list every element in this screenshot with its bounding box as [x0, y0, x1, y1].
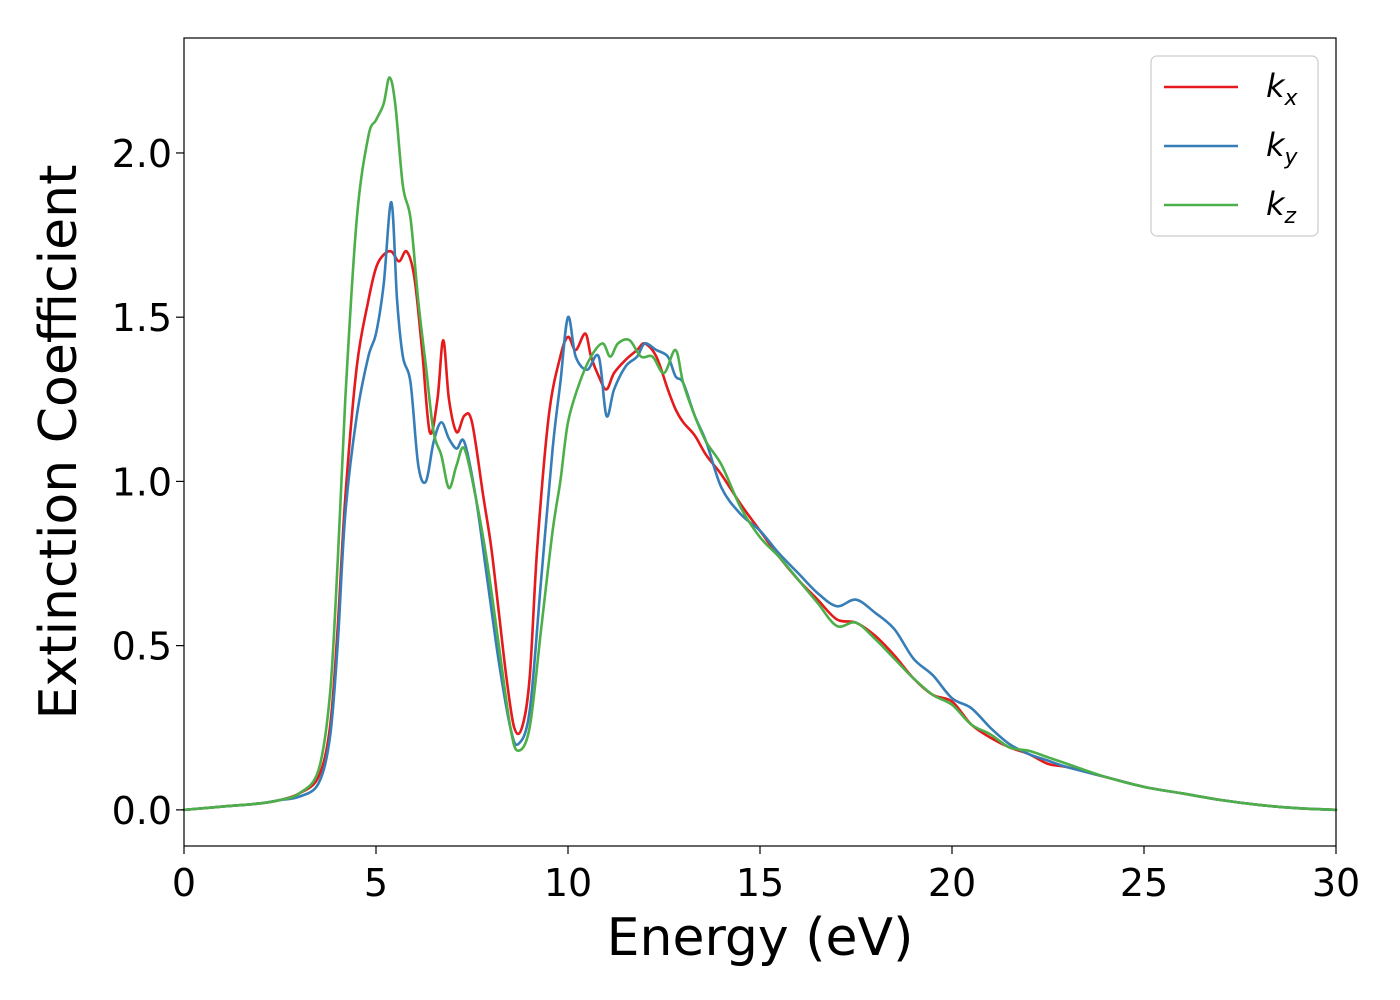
x-tick-label: 5 [364, 861, 388, 905]
legend-label-kz: kz [1266, 185, 1297, 229]
series-line-ky [182, 200, 1338, 812]
y-tick-label: 0.0 [112, 789, 172, 833]
series-line-kx [182, 249, 1338, 812]
x-tick-label: 15 [736, 861, 784, 905]
legend: kx ky kz [1150, 55, 1319, 237]
y-tick-label: 0.5 [112, 625, 172, 669]
y-tick-label: 2.0 [112, 132, 172, 176]
x-tick-label: 25 [1120, 861, 1168, 905]
x-tick-label: 10 [544, 861, 592, 905]
y-axis-ticks: 0.0 0.5 1.0 1.5 2.0 [112, 132, 184, 833]
y-tick-label: 1.0 [112, 460, 172, 504]
y-tick-label: 1.5 [112, 296, 172, 340]
y-axis-title: Extinction Coefficient [29, 165, 89, 720]
x-axis-ticks: 0 5 10 15 20 25 30 [172, 846, 1360, 905]
series-line-kz [182, 76, 1338, 812]
x-tick-label: 0 [172, 861, 196, 905]
legend-label-kx: kx [1266, 67, 1299, 111]
x-tick-label: 30 [1312, 861, 1360, 905]
x-axis-title: Energy (eV) [607, 908, 914, 968]
legend-label-ky: ky [1266, 126, 1299, 170]
plot-lines [182, 76, 1338, 812]
x-tick-label: 20 [928, 861, 976, 905]
